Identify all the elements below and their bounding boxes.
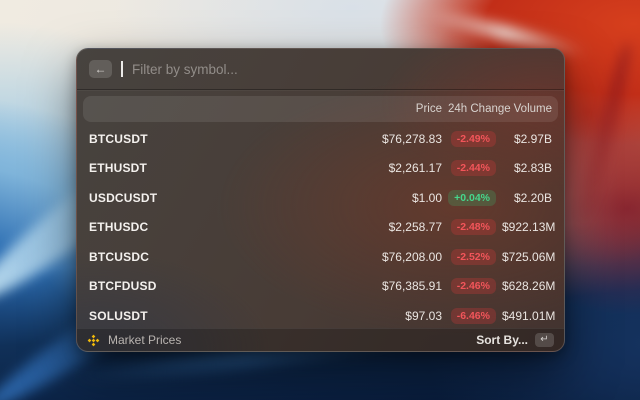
- change-badge: -2.48%: [450, 219, 496, 236]
- price-cell: $76,208.00: [381, 249, 442, 264]
- price-cell: $2,258.77: [388, 220, 442, 235]
- back-button[interactable]: ←: [89, 60, 112, 78]
- volume-cell: $491.01M: [502, 308, 556, 323]
- change-badge: +0.04%: [448, 189, 496, 206]
- market-prices-window: ← Price 24h Change Volume BTCUSDT $76,27…: [76, 48, 565, 352]
- volume-cell: $725.06M: [502, 249, 556, 264]
- change-badge: -2.46%: [450, 278, 496, 295]
- volume-cell: $2.83B: [513, 161, 552, 176]
- symbol-cell: BTCUSDC: [89, 249, 150, 264]
- header-24h-change: 24h Change: [448, 103, 511, 115]
- change-cell: -6.46%: [448, 307, 496, 324]
- divider: [77, 89, 564, 90]
- symbol-cell: ETHUSDT: [89, 161, 148, 176]
- enter-key-icon: ↵: [535, 333, 554, 347]
- table-header-row: Price 24h Change Volume: [83, 96, 558, 122]
- table-row[interactable]: BTCFDUSD $76,385.91 -2.46% $628.26M: [77, 272, 564, 302]
- table-row[interactable]: USDCUSDT $1.00 +0.04% $2.20B: [77, 183, 564, 213]
- binance-logo-icon: [87, 334, 100, 346]
- change-cell: +0.04%: [448, 189, 496, 206]
- change-badge: -2.49%: [450, 130, 496, 147]
- change-badge: -2.52%: [450, 248, 496, 265]
- table-row[interactable]: ETHUSDC $2,258.77 -2.48% $922.13M: [77, 213, 564, 243]
- header-price: Price: [415, 103, 442, 115]
- symbol-cell: BTCUSDT: [89, 131, 148, 146]
- price-cell: $76,385.91: [381, 279, 442, 294]
- symbol-cell: SOLUSDT: [89, 308, 148, 323]
- app-name-label: Market Prices: [108, 333, 182, 347]
- text-cursor: [121, 61, 123, 77]
- table-row[interactable]: SOLUSDT $97.03 -6.46% $491.01M: [77, 301, 564, 330]
- search-input[interactable]: [132, 61, 552, 77]
- header-volume: Volume: [513, 103, 552, 115]
- volume-cell: $2.97B: [513, 131, 552, 146]
- table-row[interactable]: ETHUSDT $2,261.17 -2.44% $2.83B: [77, 154, 564, 184]
- price-cell: $1.00: [411, 190, 442, 205]
- table-row[interactable]: BTCUSDC $76,208.00 -2.52% $725.06M: [77, 242, 564, 272]
- price-cell: $2,261.17: [388, 161, 442, 176]
- price-cell: $97.03: [405, 308, 442, 323]
- symbol-cell: ETHUSDC: [89, 220, 149, 235]
- price-cell: $76,278.83: [381, 131, 442, 146]
- symbol-cell: USDCUSDT: [89, 190, 158, 205]
- volume-cell: $628.26M: [502, 279, 556, 294]
- volume-cell: $2.20B: [513, 190, 552, 205]
- footer-bar: Market Prices Sort By... ↵: [77, 328, 564, 351]
- back-arrow-icon: ←: [94, 62, 107, 76]
- change-badge: -6.46%: [450, 307, 496, 324]
- search-bar: ←: [77, 49, 564, 89]
- sort-by-button[interactable]: Sort By... ↵: [476, 333, 554, 347]
- change-cell: -2.49%: [448, 130, 496, 147]
- volume-cell: $922.13M: [502, 220, 556, 235]
- wallpaper-brush-stroke: [572, 41, 636, 239]
- change-cell: -2.52%: [448, 248, 496, 265]
- change-cell: -2.48%: [448, 219, 496, 236]
- symbol-cell: BTCFDUSD: [89, 279, 157, 294]
- price-list: BTCUSDT $76,278.83 -2.49% $2.97B ETHUSDT…: [77, 124, 564, 330]
- sort-by-label: Sort By...: [476, 333, 528, 347]
- change-cell: -2.46%: [448, 278, 496, 295]
- change-badge: -2.44%: [450, 160, 496, 177]
- change-cell: -2.44%: [448, 160, 496, 177]
- table-row[interactable]: BTCUSDT $76,278.83 -2.49% $2.97B: [77, 124, 564, 154]
